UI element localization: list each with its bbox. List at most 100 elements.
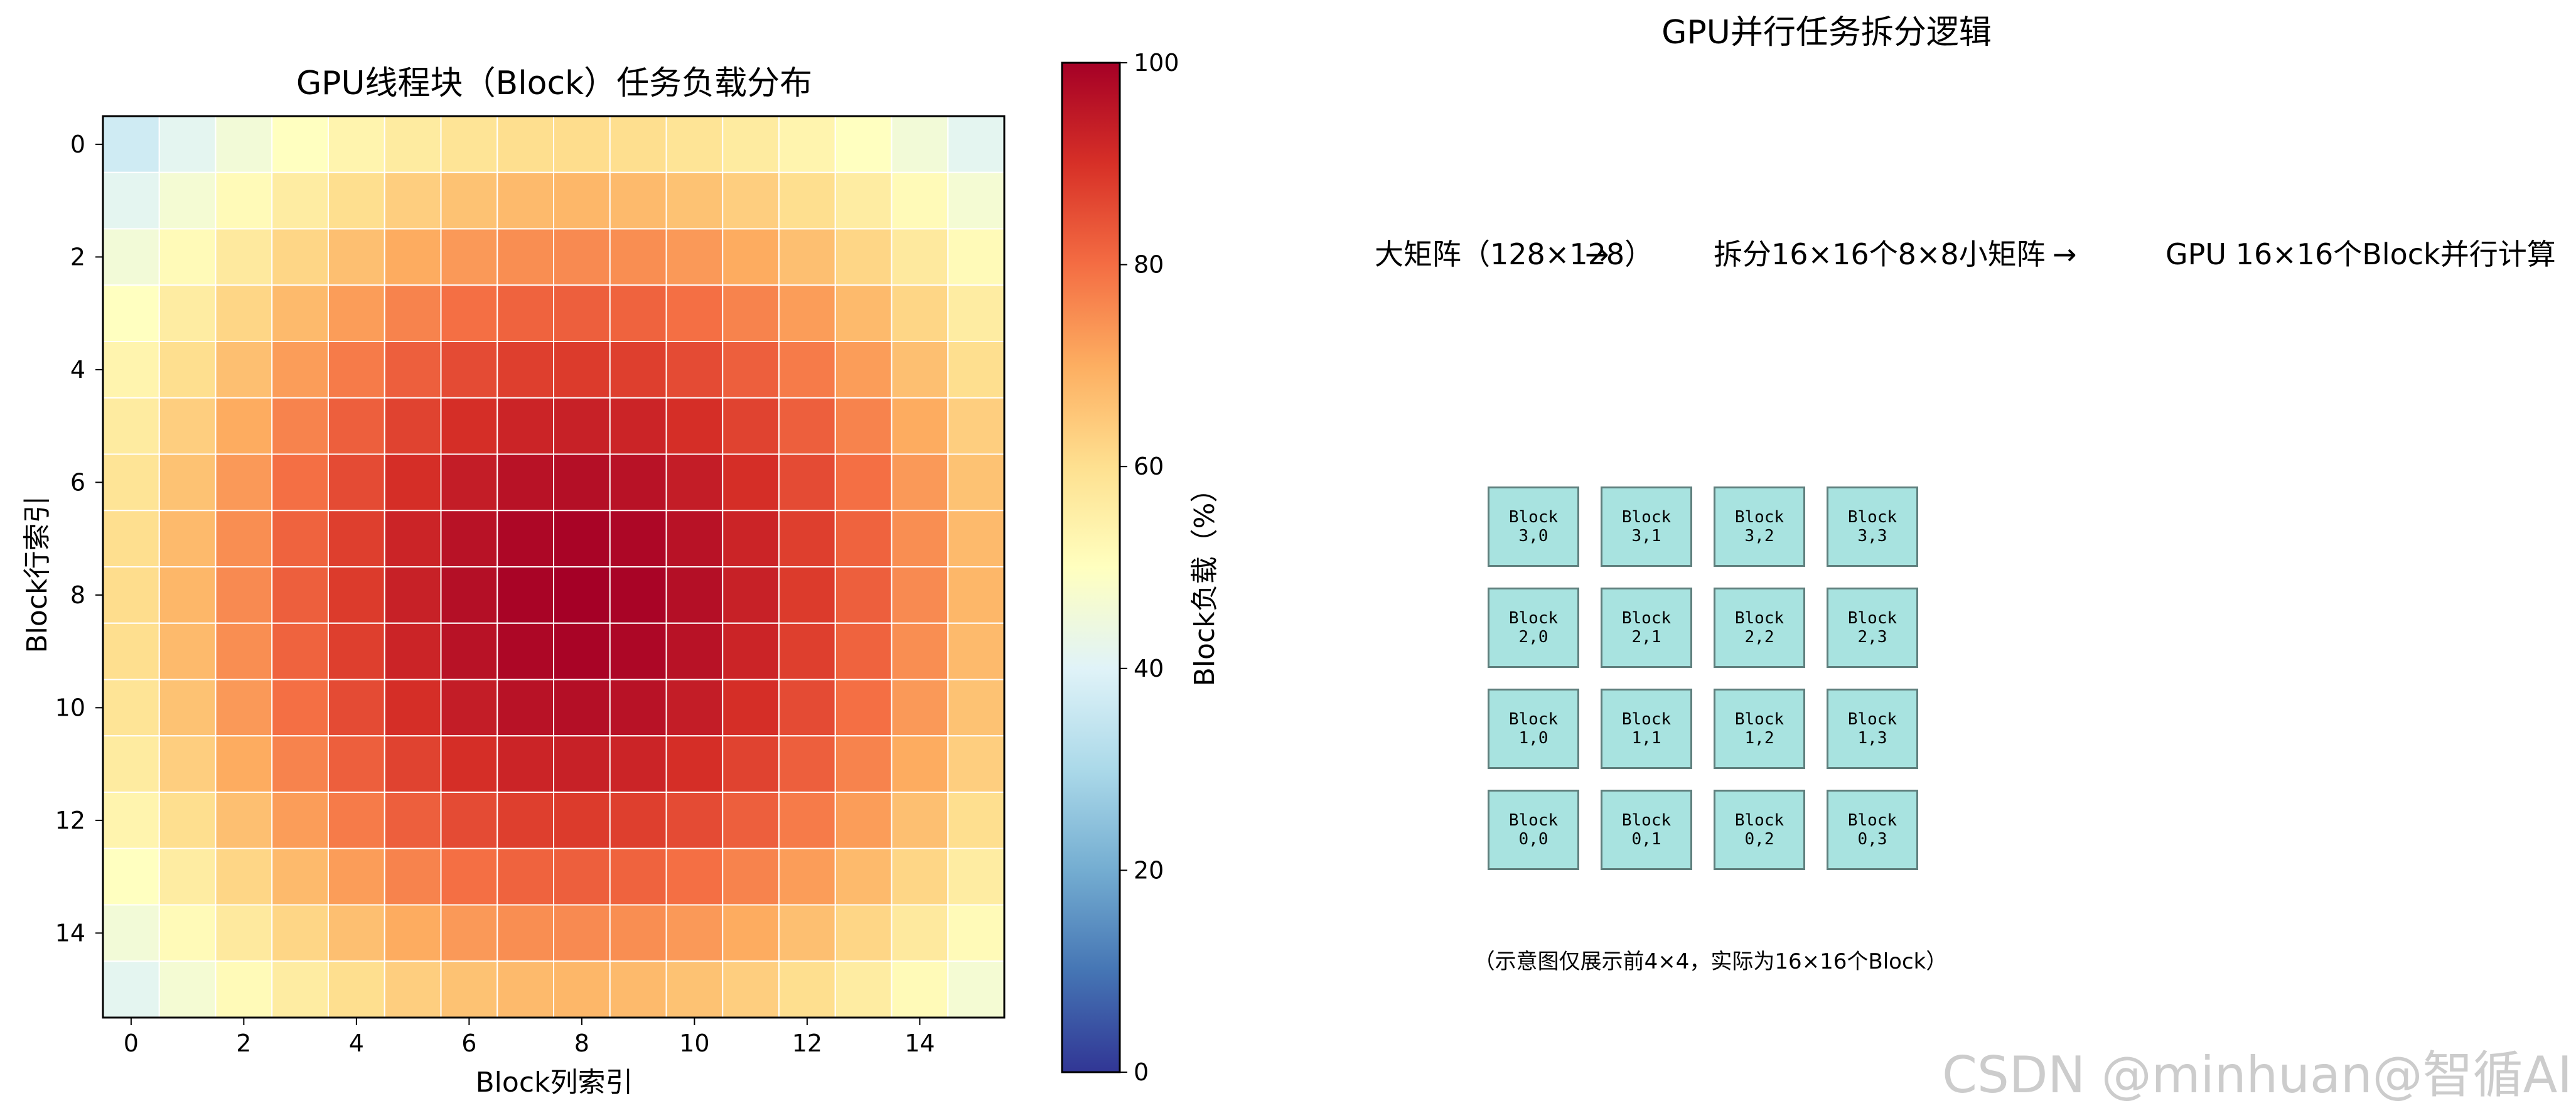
heatmap-cell [553, 284, 611, 342]
heatmap-cell [440, 792, 498, 849]
heatmap-cell [947, 171, 1005, 230]
heatmap-frame [102, 115, 1006, 1019]
heatmap-cell [440, 116, 498, 173]
colorbar-tick-label: 80 [1134, 251, 1164, 279]
heatmap-cell [778, 116, 836, 173]
gpu-block: Block 0,3 [1827, 790, 1918, 870]
heatmap-cell [158, 792, 217, 849]
heatmap-cell [271, 622, 329, 680]
heatmap-title: GPU线程块（Block）任务负载分布 [296, 65, 813, 102]
x-tick-label: 6 [461, 1029, 476, 1057]
heatmap-cell [102, 397, 160, 455]
heatmap-cell [328, 284, 385, 342]
heatmap-cell [891, 904, 949, 962]
heatmap-cell [384, 622, 442, 680]
heatmap-cell [440, 397, 498, 455]
heatmap-cell [722, 735, 780, 793]
heatmap-cell [665, 679, 724, 737]
gpu-block: Block 3,1 [1601, 486, 1692, 567]
heatmap-cell [947, 453, 1005, 512]
heatmap-cell [215, 566, 273, 624]
heatmap-cell [834, 453, 893, 512]
heatmap-cell [834, 341, 893, 399]
heatmap-cell [496, 116, 554, 173]
x-tick-label: 4 [349, 1029, 364, 1057]
heatmap-cell [722, 284, 780, 342]
heatmap-cell [271, 397, 329, 455]
gpu-block: Block 2,0 [1488, 588, 1579, 668]
heatmap-cell [891, 960, 949, 1018]
heatmap-cell [271, 566, 329, 624]
colorbar-tick-label: 20 [1134, 856, 1164, 884]
gpu-block-label: Block 0,2 [1734, 811, 1784, 849]
heatmap-cell [384, 679, 442, 737]
heatmap-cell [665, 960, 724, 1018]
heatmap-cell [440, 904, 498, 962]
heatmap-cell [553, 679, 611, 737]
heatmap-cell [947, 116, 1005, 173]
heatmap-cell [328, 960, 385, 1018]
heatmap-cell [496, 284, 554, 342]
heatmap-cell [665, 171, 724, 230]
gpu-block-label: Block 2,2 [1734, 609, 1784, 647]
heatmap-cell [215, 228, 273, 286]
heatmap-cell [722, 228, 780, 286]
heatmap-cell [102, 284, 160, 342]
heatmap-cell [158, 397, 217, 455]
heatmap-cell [328, 341, 385, 399]
y-tick-label: 10 [55, 694, 85, 721]
heatmap-cell [271, 735, 329, 793]
heatmap-cell [384, 904, 442, 962]
heatmap-cell [384, 453, 442, 512]
heatmap-cell [609, 622, 667, 680]
heatmap-cell [722, 171, 780, 230]
heatmap-cell [609, 566, 667, 624]
heatmap-cell [722, 453, 780, 512]
heatmap-cell [271, 510, 329, 567]
heatmap-cell [328, 622, 385, 680]
heatmap-cell [102, 735, 160, 793]
heatmap-cell [891, 792, 949, 849]
heatmap-cell [778, 510, 836, 567]
colorbar-tick-label: 60 [1134, 453, 1164, 480]
colorbar-tick-label: 0 [1134, 1058, 1149, 1086]
heatmap-cell [609, 397, 667, 455]
heatmap-cell [834, 284, 893, 342]
heatmap-cell [102, 228, 160, 286]
heatmap-cell [891, 171, 949, 230]
heatmap-cell [665, 566, 724, 624]
heatmap-cell [778, 171, 836, 230]
heatmap-cell [834, 847, 893, 906]
heatmap-cell [834, 735, 893, 793]
y-tick-label: 14 [55, 919, 85, 947]
heatmap-cell [722, 904, 780, 962]
heatmap-cell [553, 622, 611, 680]
heatmap-cell [384, 228, 442, 286]
heatmap-cell [328, 397, 385, 455]
heatmap-cell [947, 284, 1005, 342]
y-tick-label: 12 [55, 807, 85, 834]
x-tick-label: 14 [904, 1029, 935, 1057]
heatmap-x-axis-label: Block列索引 [475, 1067, 633, 1099]
heatmap-cell [102, 679, 160, 737]
heatmap-cell [553, 453, 611, 512]
heatmap-cell [665, 904, 724, 962]
heatmap-cell [215, 453, 273, 512]
heatmap-cell [328, 510, 385, 567]
heatmap-cell [440, 510, 498, 567]
heatmap-cell [158, 566, 217, 624]
heatmap-cell [722, 847, 780, 906]
heatmap-cell [158, 622, 217, 680]
heatmap-cell [778, 622, 836, 680]
heatmap-cell [778, 904, 836, 962]
colorbar [1061, 62, 1121, 1073]
y-tick-label: 8 [70, 581, 85, 609]
heatmap-cell [215, 792, 273, 849]
heatmap-cell [328, 679, 385, 737]
heatmap-cell [384, 171, 442, 230]
y-tick-label: 0 [70, 131, 85, 158]
heatmap-cell [778, 960, 836, 1018]
heatmap-cell [440, 341, 498, 399]
heatmap-cell [102, 904, 160, 962]
